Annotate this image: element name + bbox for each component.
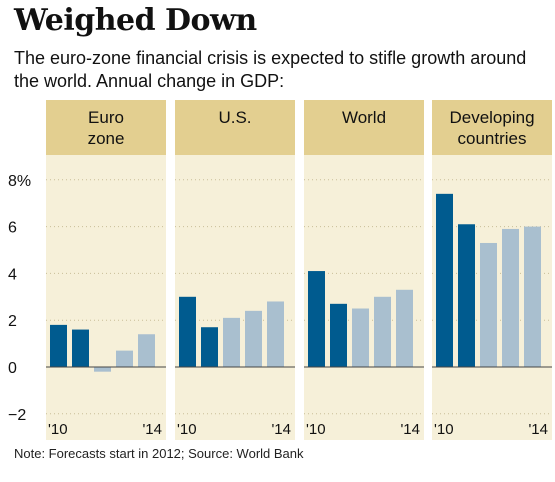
- bar: [223, 317, 240, 367]
- bar: [352, 308, 369, 367]
- bar: [524, 226, 541, 367]
- bar: [201, 327, 218, 367]
- bar: [72, 329, 89, 367]
- panel-title: Developing: [449, 108, 534, 127]
- x-tick-label: '10: [177, 421, 197, 438]
- panel-title: U.S.: [218, 108, 251, 127]
- bar: [138, 334, 155, 367]
- panel-header: [304, 100, 424, 155]
- panel-body: [46, 155, 166, 440]
- x-tick-label: '14: [142, 421, 162, 438]
- x-tick-label: '14: [528, 421, 548, 438]
- panel-title: zone: [88, 129, 125, 148]
- bar: [480, 242, 497, 367]
- source-note: Note: Forecasts start in 2012; Source: W…: [14, 446, 304, 461]
- bar: [50, 324, 67, 367]
- x-tick-label: '14: [400, 421, 420, 438]
- panel-0: Euro zone '10 '14: [46, 100, 166, 440]
- bar: [458, 224, 475, 367]
- bar: [308, 271, 325, 367]
- bar: [267, 301, 284, 367]
- y-tick-label: 2: [8, 313, 17, 330]
- chart-subtitle: The euro-zone financial crisis is expect…: [14, 48, 527, 91]
- bar: [116, 350, 133, 367]
- y-tick-label: 6: [8, 220, 17, 237]
- bar: [502, 228, 519, 367]
- bar: [94, 367, 111, 372]
- y-tick-label: 0: [8, 360, 17, 377]
- x-tick-label: '10: [306, 421, 326, 438]
- panel-2: World '10 '14: [304, 100, 424, 440]
- panel-title: World: [342, 108, 386, 127]
- y-tick-label: 8%: [8, 173, 31, 190]
- bar: [396, 289, 413, 367]
- y-tick-label: 4: [8, 266, 17, 283]
- panel-1: U.S. '10 '14: [175, 100, 295, 440]
- panel-header: [46, 100, 166, 155]
- bar: [374, 296, 391, 367]
- panel-title: Euro: [88, 108, 124, 127]
- x-tick-label: '10: [434, 421, 454, 438]
- bar: [245, 310, 262, 367]
- y-tick-label: −2: [8, 407, 26, 424]
- x-tick-label: '10: [48, 421, 68, 438]
- bar: [330, 303, 347, 367]
- x-tick-label: '14: [271, 421, 291, 438]
- panel-3: Developing countries '10 '14: [432, 100, 552, 440]
- bar: [179, 296, 196, 367]
- panel-title: countries: [458, 129, 527, 148]
- chart-title: Weighed Down: [14, 3, 257, 38]
- panel-header: [432, 100, 552, 155]
- bar: [436, 193, 453, 367]
- panel-header: [175, 100, 295, 155]
